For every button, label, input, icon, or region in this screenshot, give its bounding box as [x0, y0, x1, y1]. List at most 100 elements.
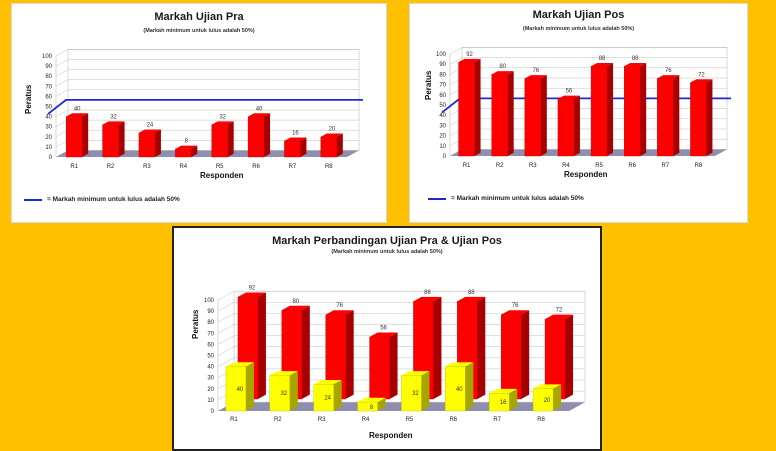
bar: [269, 375, 291, 412]
data-label: 76: [665, 68, 672, 74]
y-tick-label: 100: [204, 298, 215, 304]
x-axis-label: Responden: [564, 170, 608, 179]
bar-top: [320, 133, 343, 137]
y-tick-label: 60: [45, 94, 52, 100]
bar-top: [325, 310, 354, 315]
bar-side: [640, 62, 647, 156]
data-label: 80: [499, 64, 506, 70]
y-tick-label: 0: [211, 409, 215, 415]
bar: [590, 66, 608, 157]
y-tick-label: 80: [45, 74, 52, 80]
bar-side: [673, 75, 680, 156]
data-label: 88: [632, 56, 639, 62]
chart-legend: = Markah minimum untuk lulus adalah 50%: [428, 195, 584, 202]
x-tick-label: R2: [274, 417, 282, 423]
gridline: [55, 49, 359, 57]
data-label: 76: [532, 68, 539, 74]
y-tick-label: 30: [207, 376, 214, 382]
x-tick-label: R3: [318, 417, 326, 423]
bar-side: [573, 95, 580, 156]
data-label: 88: [424, 290, 431, 296]
bar-side: [301, 305, 310, 399]
data-label: 76: [512, 303, 519, 309]
y-tick-label: 10: [45, 145, 52, 151]
bar-top: [491, 71, 514, 75]
y-tick-label: 20: [45, 135, 52, 141]
comparison-chart-svg: 0 10 20 30 40 50 60 70 80 90 100 92 80 76 56 88 88 76 72 40…: [204, 285, 586, 423]
y-axis-label: Peratus: [191, 309, 200, 339]
bar-side: [607, 62, 614, 156]
bar: [657, 78, 674, 157]
y-axis-label: Peratus: [24, 84, 33, 114]
bar-side: [540, 75, 547, 156]
x-tick-label: R2: [496, 163, 504, 169]
bar-top: [457, 296, 486, 302]
y-tick-label: 0: [49, 155, 53, 161]
gridline: [217, 290, 585, 301]
y-tick-label: 30: [45, 125, 52, 131]
chart-subtitle: (Markah minimum untuk lulus adalah 50%): [143, 28, 255, 34]
bar-top: [175, 145, 198, 149]
data-label: 40: [237, 387, 244, 393]
x-tick-label: R8: [695, 163, 703, 169]
data-label: 92: [466, 52, 473, 58]
y-tick-label: 50: [207, 354, 214, 360]
bar: [458, 61, 475, 157]
x-tick-label: R4: [362, 417, 370, 423]
x-tick-label: R6: [449, 417, 457, 423]
bar: [500, 314, 522, 400]
data-label: 24: [324, 396, 331, 402]
threshold-legend-line: [24, 198, 42, 201]
bar-side: [565, 314, 574, 399]
data-label: 72: [556, 308, 563, 314]
bar-top: [445, 362, 474, 367]
bar-side: [154, 129, 161, 157]
bar-top: [211, 121, 234, 125]
bar-side: [433, 296, 442, 399]
gridline: [55, 69, 359, 77]
bar-top: [524, 75, 547, 79]
y-tick-label: 100: [42, 54, 53, 60]
pre-test-chart-panel: Markah Ujian Pra (Markah minimum untuk l…: [11, 3, 387, 223]
y-tick-label: 90: [207, 309, 214, 315]
gridline: [449, 57, 727, 65]
y-tick-label: 10: [207, 398, 214, 404]
y-tick-label: 70: [207, 331, 214, 337]
bar-side: [245, 362, 254, 411]
bar: [175, 148, 192, 158]
x-tick-label: R3: [143, 164, 151, 170]
bar: [445, 366, 466, 412]
y-tick-label: 50: [439, 103, 446, 109]
bar-top: [66, 113, 89, 117]
data-label: 20: [328, 127, 335, 133]
y-tick-label: 80: [439, 72, 446, 78]
bar: [524, 78, 542, 157]
bar: [690, 82, 707, 157]
x-tick-label: R1: [230, 417, 238, 423]
bar-side: [227, 121, 234, 157]
x-tick-label: R5: [216, 164, 224, 170]
bar-side: [191, 145, 198, 157]
bar-top: [545, 314, 574, 320]
chart-title: Markah Ujian Pra: [154, 11, 244, 23]
bar-side: [300, 137, 307, 157]
data-label: 76: [336, 303, 343, 309]
bar-side: [477, 296, 486, 399]
chart-title: Markah Perbandingan Ujian Pra & Ujian Po…: [272, 235, 502, 247]
x-tick-label: R5: [595, 163, 603, 169]
data-label: 88: [468, 290, 475, 296]
x-tick-label: R1: [463, 163, 471, 169]
bar: [401, 375, 422, 412]
bar-side: [377, 397, 386, 411]
bar-side: [264, 113, 271, 157]
post-test-chart-panel: Markah Ujian Pos (Markah minimum untuk l…: [409, 3, 748, 223]
data-label: 32: [412, 391, 419, 397]
bar-top: [281, 305, 310, 311]
bar-top: [591, 62, 614, 67]
bar-top: [237, 292, 266, 297]
bar-top: [458, 58, 481, 63]
x-tick-label: R3: [529, 163, 537, 169]
bar-side: [474, 58, 481, 156]
bar: [211, 124, 228, 158]
bar: [532, 388, 554, 412]
